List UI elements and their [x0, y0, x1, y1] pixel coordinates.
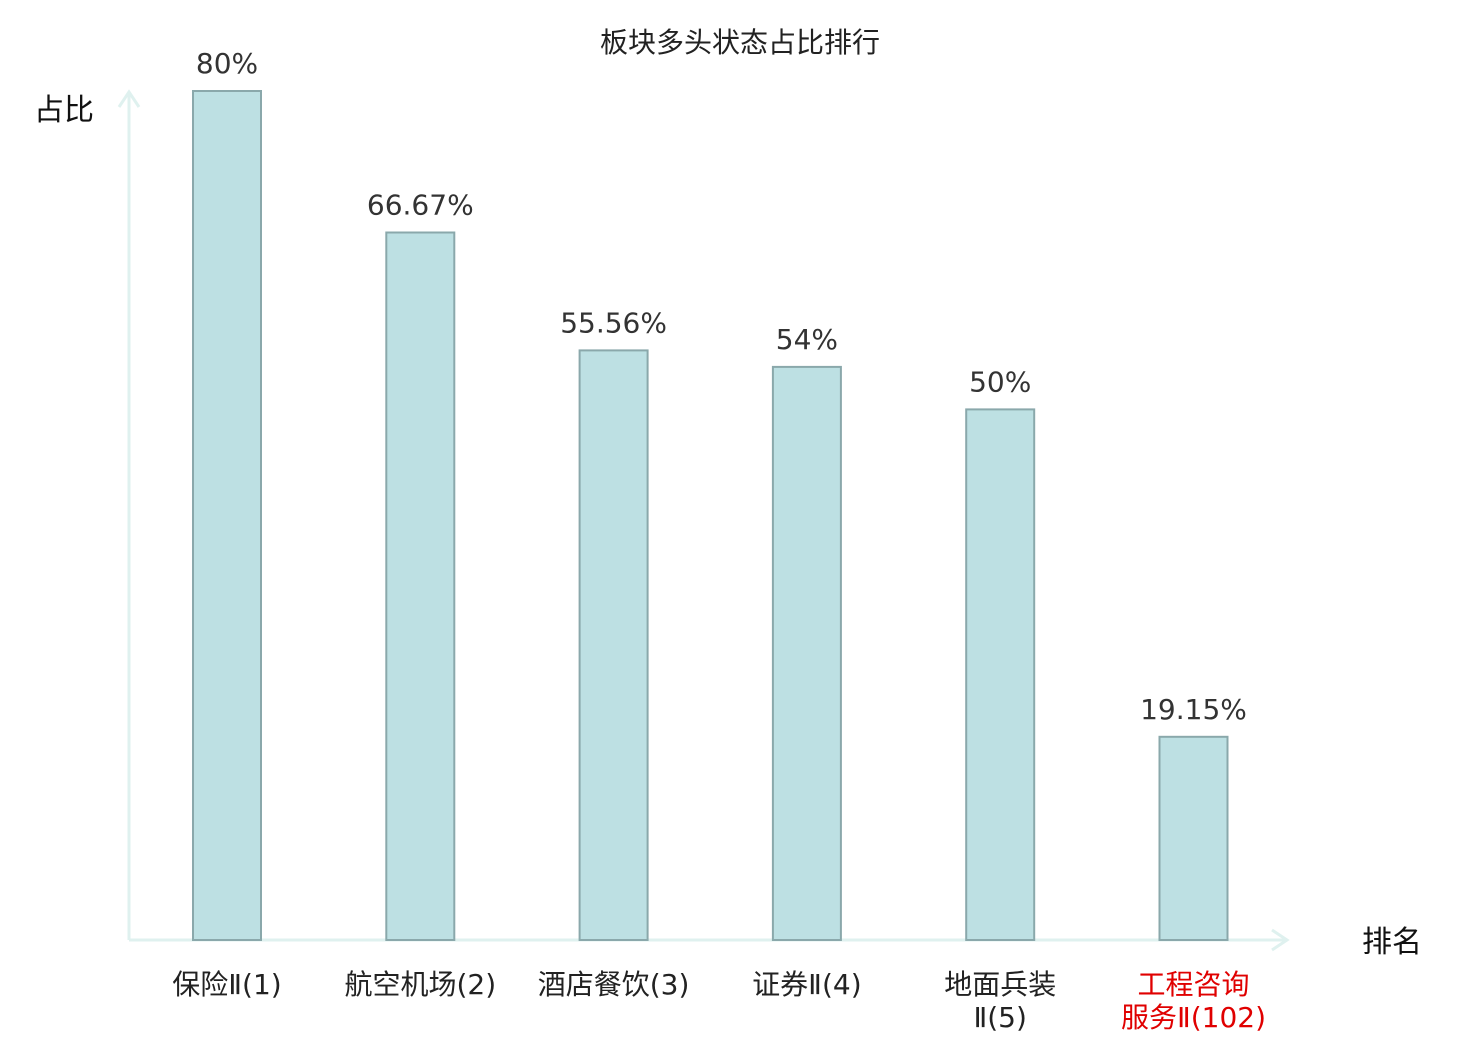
category-label-6: 工程咨询服务Ⅱ(102) [1121, 968, 1266, 1034]
y-axis [117, 89, 141, 940]
value-labels-group: 80% 66.67% 55.56% 54% 50% 19.15% [196, 47, 1247, 726]
x-axis-label: 排名 [1362, 925, 1422, 960]
bar-2 [385, 231, 456, 941]
value-label-1: 80% [196, 47, 258, 80]
category-label-4: 证券Ⅱ(4) [752, 968, 861, 1001]
bar-1 [192, 90, 262, 941]
category-label-2: 航空机场(2) [344, 968, 496, 1001]
category-label-3-line-1: 酒店餐饮(3) [538, 968, 690, 1001]
category-label-2-line-1: 航空机场(2) [344, 968, 496, 1001]
category-label-1: 保险Ⅱ(1) [172, 968, 281, 1001]
category-label-5-line-1: 地面兵装 [944, 968, 1056, 1001]
category-label-5-line-2: Ⅱ(5) [973, 1001, 1026, 1034]
category-label-6-line-2: 服务Ⅱ(102) [1121, 1001, 1266, 1034]
category-label-5: 地面兵装 Ⅱ(5) [944, 968, 1056, 1034]
value-label-3: 55.56% [560, 306, 667, 339]
value-label-2: 66.67% [367, 189, 474, 222]
category-label-4-line-1: 证券Ⅱ(4) [752, 968, 861, 1001]
value-label-5: 50% [969, 365, 1031, 398]
category-label-6-line-1: 工程咨询 [1137, 968, 1249, 1001]
category-label-1-line-1: 保险Ⅱ(1) [172, 968, 281, 1001]
category-labels-group: 保险Ⅱ(1) 航空机场(2) 酒店餐饮(3) 证券Ⅱ(4) 地面兵装 Ⅱ(5) 工程咨询服务… [172, 968, 1266, 1034]
chart-title: 板块多头状态占比排行 [600, 26, 880, 59]
x-axis [129, 928, 1290, 952]
value-label-6: 19.15% [1140, 693, 1247, 726]
bar-5 [965, 408, 1036, 941]
bars-group [192, 90, 1229, 941]
bar-3 [578, 349, 649, 941]
bar-4 [771, 365, 842, 941]
category-label-3: 酒店餐饮(3) [538, 968, 690, 1001]
value-label-4: 54% [776, 323, 838, 356]
bar-6 [1158, 735, 1229, 941]
y-axis-label: 占比 [34, 93, 94, 128]
